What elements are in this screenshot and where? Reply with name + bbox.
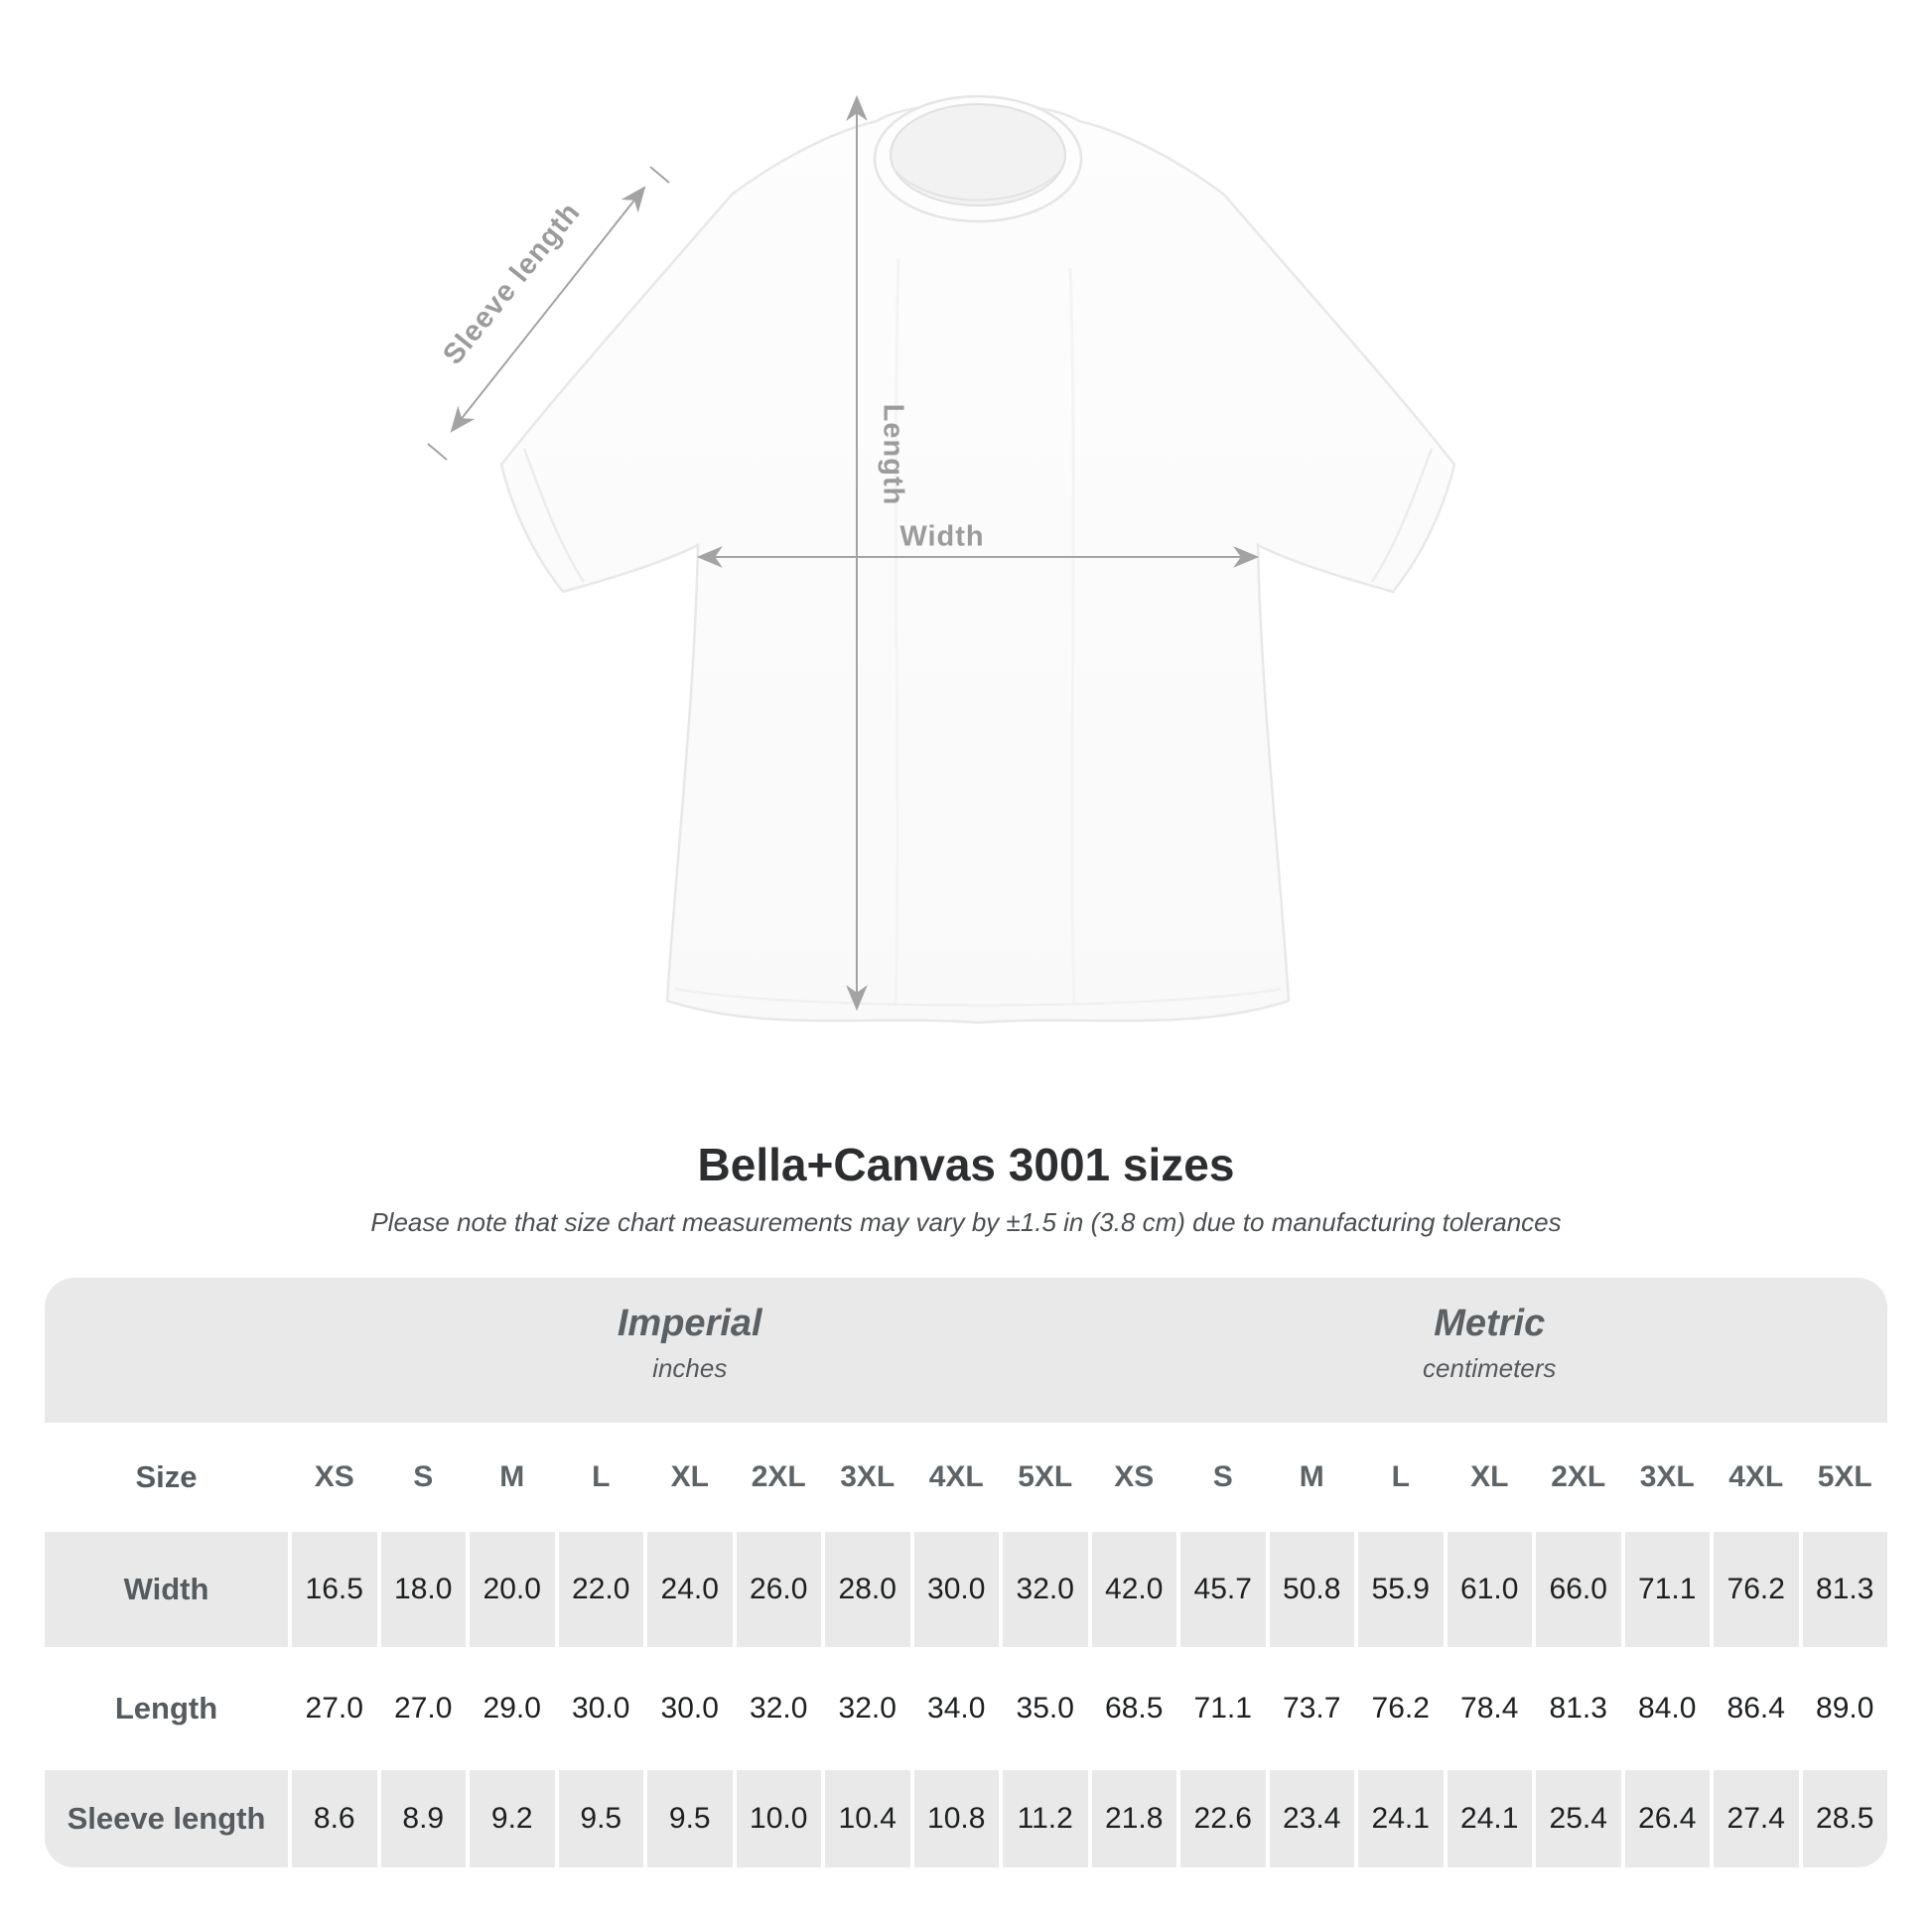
width-imperial-value: 26.0 — [736, 1532, 821, 1647]
length-imperial-value: 29.0 — [483, 1692, 541, 1725]
width-metric-value: 42.0 — [1091, 1532, 1176, 1647]
sleeve-metric-value: 24.1 — [1358, 1770, 1444, 1867]
size-corner-label: Size — [135, 1459, 198, 1494]
size-header-imperial-5xl: 5XL — [1018, 1460, 1073, 1493]
row-label-length: Length — [114, 1691, 218, 1725]
size-header-metric-l: L — [1391, 1460, 1410, 1493]
width-dimension-label: Width — [899, 520, 985, 553]
length-imperial-value: 32.0 — [838, 1692, 897, 1725]
length-dimension-label: Length — [877, 403, 909, 506]
size-header-imperial-xl: XL — [670, 1460, 709, 1493]
sleeve-imperial-value: 10.8 — [913, 1770, 999, 1867]
size-header-metric-s: S — [1212, 1460, 1233, 1493]
width-imperial-value: 30.0 — [913, 1532, 999, 1647]
length-metric-value: 73.7 — [1283, 1692, 1341, 1725]
width-imperial-value: 20.0 — [470, 1532, 555, 1647]
width-metric-value: 71.1 — [1624, 1532, 1710, 1647]
width-imperial-value: 16.5 — [292, 1532, 377, 1647]
length-metric-value: 71.1 — [1193, 1692, 1252, 1725]
size-header-imperial-4xl: 4XL — [928, 1460, 984, 1493]
length-imperial-value: 30.0 — [660, 1692, 719, 1725]
sleeve-imperial-value: 8.9 — [380, 1770, 466, 1867]
width-metric-value: 81.3 — [1802, 1532, 1887, 1647]
width-metric-value: 76.2 — [1714, 1532, 1799, 1647]
table-row-length: Length 27.0 27.0 29.0 30.0 30.0 32.0 32.… — [45, 1647, 1887, 1770]
size-header-metric-5xl: 5XL — [1817, 1460, 1872, 1493]
sleeve-metric-value: 24.1 — [1447, 1770, 1532, 1867]
size-header-row: Size XS S M L XL 2XL 3XL 4XL 5XL XS S M … — [45, 1423, 1887, 1532]
sleeve-imperial-value: 9.5 — [558, 1770, 643, 1867]
sleeve-imperial-value: 9.2 — [470, 1770, 555, 1867]
metric-group-unit: centimeters — [1423, 1353, 1557, 1383]
tshirt-graphic — [499, 94, 1456, 1025]
sleeve-arrow-end-tick — [649, 166, 670, 184]
size-header-metric-xl: XL — [1470, 1460, 1509, 1493]
table-row-sleeve-length: Sleeve length 8.6 8.9 9.2 9.5 9.5 10.0 1… — [45, 1770, 1887, 1867]
sleeve-metric-value: 27.4 — [1714, 1770, 1799, 1867]
length-metric-value: 76.2 — [1371, 1692, 1430, 1725]
size-header-metric-m: M — [1299, 1460, 1324, 1493]
metric-group-header: Metric centimeters — [1092, 1278, 1888, 1423]
metric-group-name: Metric — [1434, 1303, 1546, 1344]
length-imperial-value: 27.0 — [305, 1692, 363, 1725]
sleeve-arrow-start-tick — [427, 443, 448, 461]
length-metric-value: 78.4 — [1460, 1692, 1519, 1725]
sleeve-metric-value: 22.6 — [1180, 1770, 1266, 1867]
row-label-width: Width — [45, 1532, 288, 1647]
sleeve-metric-value: 28.5 — [1802, 1770, 1887, 1867]
page-subtitle: Please note that size chart measurements… — [370, 1207, 1562, 1237]
size-header-imperial-2xl: 2XL — [751, 1460, 806, 1493]
size-header-imperial-xs: XS — [314, 1460, 354, 1493]
length-imperial-value: 27.0 — [394, 1692, 453, 1725]
sleeve-imperial-value: 9.5 — [647, 1770, 733, 1867]
size-header-imperial-l: L — [592, 1460, 611, 1493]
sleeve-metric-value: 26.4 — [1624, 1770, 1710, 1867]
width-metric-value: 66.0 — [1536, 1532, 1621, 1647]
length-metric-value: 89.0 — [1816, 1692, 1874, 1725]
width-metric-value: 55.9 — [1358, 1532, 1444, 1647]
sleeve-metric-value: 21.8 — [1091, 1770, 1176, 1867]
sleeve-imperial-value: 8.6 — [292, 1770, 377, 1867]
width-imperial-value: 18.0 — [380, 1532, 466, 1647]
length-metric-value: 84.0 — [1638, 1692, 1697, 1725]
band-corner-spacer — [45, 1278, 288, 1423]
imperial-group-header: Imperial inches — [292, 1278, 1088, 1423]
length-imperial-value: 32.0 — [750, 1692, 808, 1725]
width-imperial-value: 32.0 — [1003, 1532, 1088, 1647]
sleeve-imperial-value: 10.0 — [736, 1770, 821, 1867]
length-metric-value: 86.4 — [1726, 1692, 1785, 1725]
sleeve-length-dimension-label: Sleeve length — [437, 196, 587, 371]
sleeve-imperial-value: 11.2 — [1003, 1770, 1088, 1867]
width-metric-value: 50.8 — [1269, 1532, 1354, 1647]
sleeve-metric-value: 25.4 — [1536, 1770, 1621, 1867]
imperial-group-unit: inches — [652, 1353, 728, 1383]
unit-group-header-row: Imperial inches Metric centimeters — [45, 1278, 1887, 1423]
size-header-metric-3xl: 3XL — [1639, 1460, 1695, 1493]
length-metric-value: 68.5 — [1105, 1692, 1164, 1725]
page-title: Bella+Canvas 3001 sizes — [697, 1139, 1235, 1190]
width-imperial-value: 24.0 — [647, 1532, 733, 1647]
length-imperial-value: 35.0 — [1016, 1692, 1074, 1725]
width-imperial-value: 28.0 — [825, 1532, 910, 1647]
size-header-metric-4xl: 4XL — [1728, 1460, 1784, 1493]
table-row-width: Width 16.5 18.0 20.0 22.0 24.0 26.0 28.0… — [45, 1532, 1887, 1647]
size-table: Imperial inches Metric centimeters Size … — [45, 1278, 1887, 1867]
row-label-sleeve-length: Sleeve length — [45, 1770, 288, 1867]
size-header-imperial-3xl: 3XL — [840, 1460, 896, 1493]
length-metric-value: 81.3 — [1549, 1692, 1607, 1725]
size-header-imperial-m: M — [499, 1460, 525, 1493]
length-imperial-value: 30.0 — [572, 1692, 630, 1725]
size-header-imperial-s: S — [413, 1460, 434, 1493]
sleeve-imperial-value: 10.4 — [825, 1770, 910, 1867]
sleeve-metric-value: 23.4 — [1269, 1770, 1354, 1867]
width-metric-value: 61.0 — [1447, 1532, 1532, 1647]
width-imperial-value: 22.0 — [558, 1532, 643, 1647]
size-header-metric-2xl: 2XL — [1551, 1460, 1606, 1493]
size-header-metric-xs: XS — [1114, 1460, 1155, 1493]
imperial-group-name: Imperial — [617, 1303, 762, 1344]
length-imperial-value: 34.0 — [927, 1692, 986, 1725]
width-metric-value: 45.7 — [1180, 1532, 1266, 1647]
